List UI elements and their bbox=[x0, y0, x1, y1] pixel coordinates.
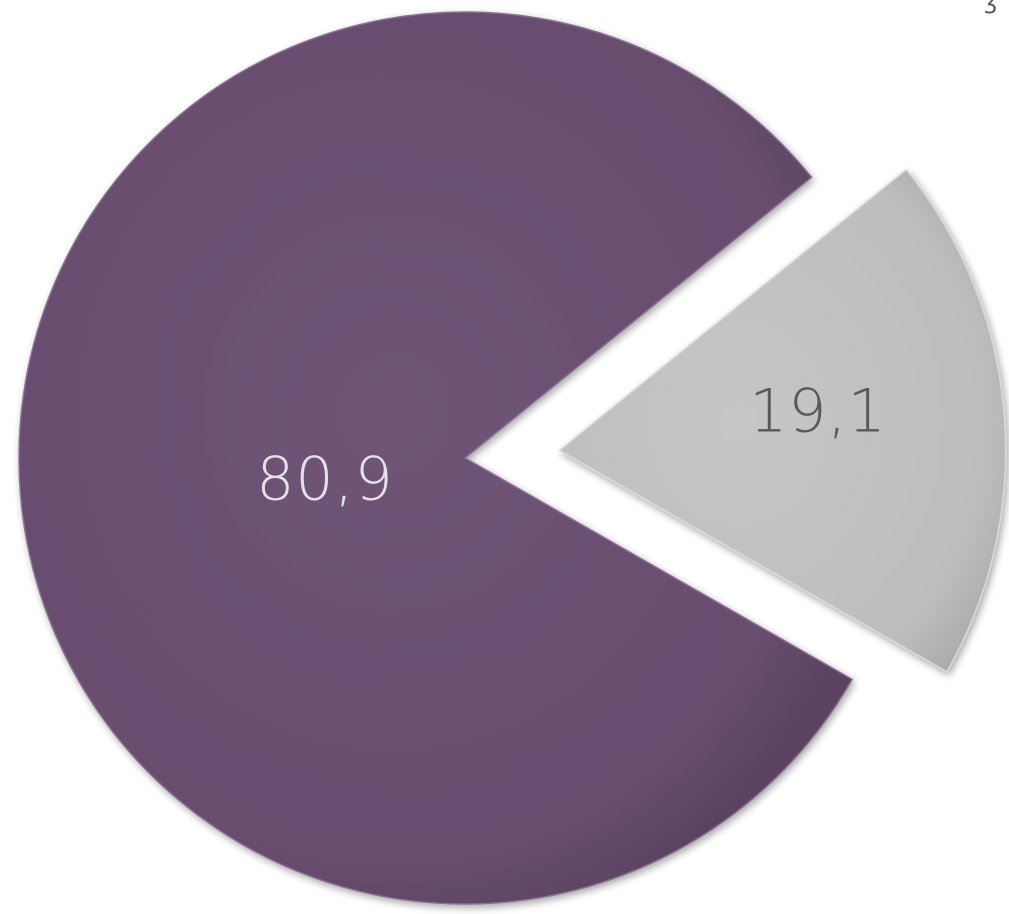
pie-slice-19-1 bbox=[558, 168, 1007, 673]
pie-slice-80-9 bbox=[18, 11, 854, 905]
slice-label-80-9: 80,9 bbox=[256, 445, 394, 515]
labels-layer: 80,9 19,1 bbox=[256, 377, 887, 515]
corner-mark: ʒ bbox=[984, 0, 997, 15]
slices-layer bbox=[18, 11, 1007, 905]
slice-label-19-1: 19,1 bbox=[749, 377, 887, 447]
